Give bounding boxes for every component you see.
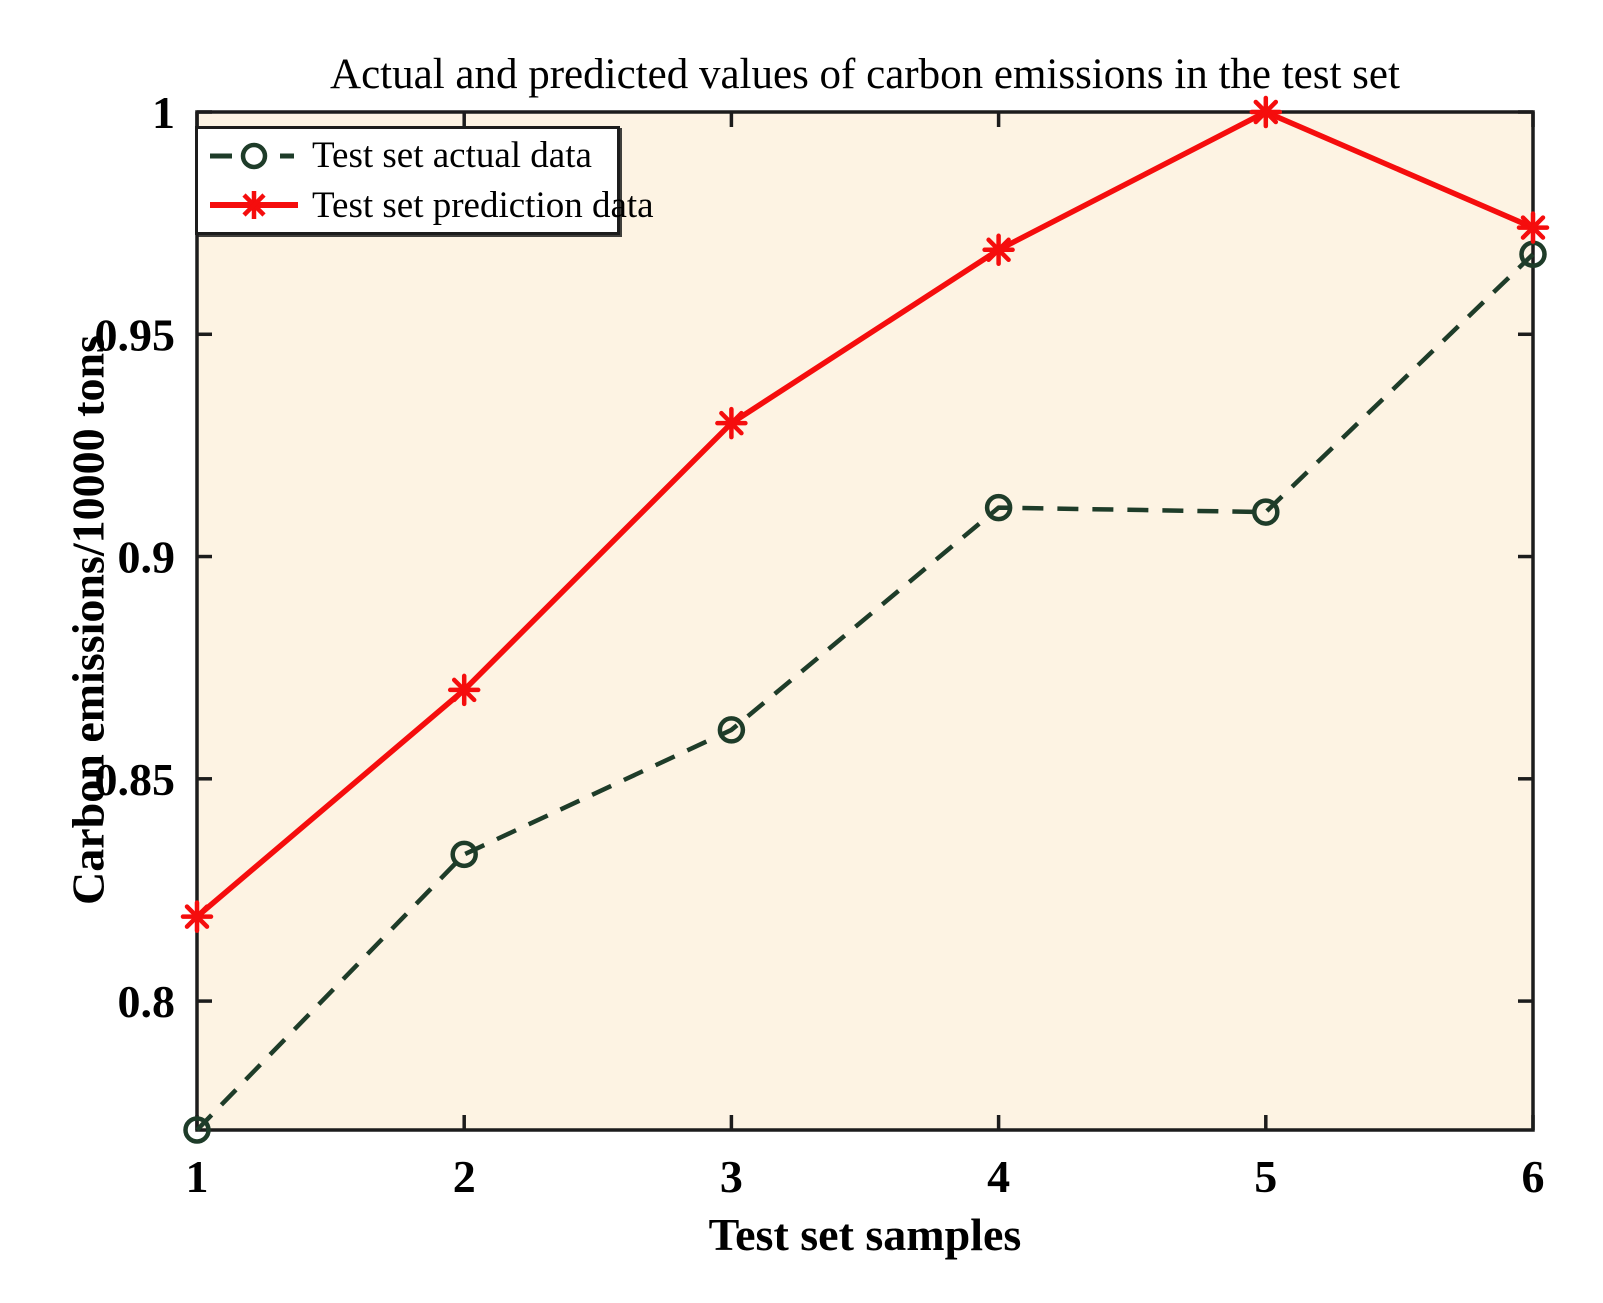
y-tick-label: 1 (152, 87, 175, 138)
x-tick-label: 2 (453, 1151, 476, 1202)
legend-sample-actual-dashed-circle-icon (210, 142, 294, 169)
legend-label-actual: Test set actual data (312, 135, 592, 177)
prediction-marker (184, 904, 210, 929)
x-tick-label: 4 (987, 1151, 1010, 1202)
prediction-marker (1253, 99, 1279, 125)
y-tick-label: 0.95 (95, 309, 176, 360)
x-tick-label: 3 (720, 1151, 743, 1202)
actual-marker (717, 716, 746, 744)
prediction-marker (1520, 215, 1546, 240)
actual-marker (450, 840, 478, 869)
y-tick-label: 0.9 (118, 532, 176, 583)
x-tick-label: 5 (1254, 1151, 1277, 1202)
legend-sample-prediction-solid-asterisk-icon (210, 191, 298, 220)
y-tick-label: 0.85 (95, 754, 176, 805)
actual-marker (1252, 498, 1280, 526)
x-axis-label: Test set samples (708, 1209, 1022, 1260)
actual-marker (183, 1116, 211, 1144)
chart-title: Actual and predicted values of carbon em… (330, 51, 1400, 98)
prediction-marker (451, 677, 477, 703)
actual-marker (984, 493, 1013, 522)
axes-frame (195, 110, 1535, 1132)
prediction-series-line (195, 109, 1535, 919)
y-tick-label: 0.8 (118, 976, 176, 1027)
actual-series-line (195, 252, 1535, 1132)
x-tick-label: 1 (186, 1151, 209, 1202)
legend: Test set actual data Test set prediction… (195, 126, 654, 235)
prediction-marker (719, 410, 744, 436)
legend-label-prediction: Test set prediction data (312, 184, 654, 226)
y-axis-label-text: Carbon emissions/10000 tons (62, 335, 114, 905)
legend-item-actual: Test set actual data (198, 131, 617, 181)
x-tick-label: 6 (1522, 1151, 1545, 1202)
legend-item-prediction: Test set prediction data (198, 181, 654, 231)
prediction-marker (986, 237, 1011, 263)
